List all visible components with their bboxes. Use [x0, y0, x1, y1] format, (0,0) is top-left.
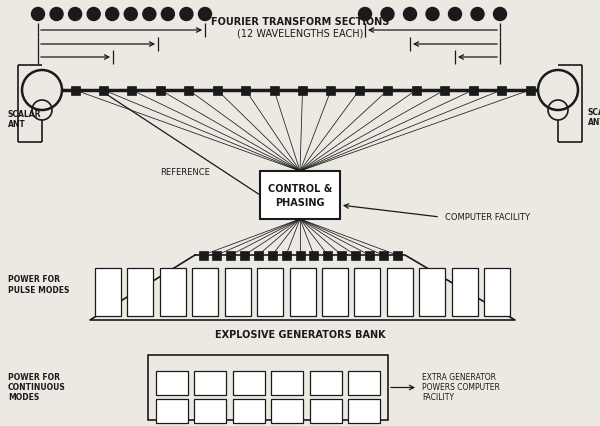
Text: POWER FOR
PULSE MODES: POWER FOR PULSE MODES [8, 275, 70, 295]
Bar [412, 86, 421, 95]
Bar [127, 86, 136, 95]
Bar [348, 371, 380, 395]
Bar [290, 268, 316, 316]
Circle shape [426, 8, 439, 20]
Text: EXTRA GENERATOR
POWERS COMPUTER
FACILITY: EXTRA GENERATOR POWERS COMPUTER FACILITY [422, 373, 500, 403]
Bar [194, 371, 226, 395]
Bar [355, 268, 380, 316]
Bar [226, 250, 235, 259]
Bar [156, 371, 188, 395]
Bar [365, 250, 374, 259]
Text: POWER FOR
CONTINUOUS
MODES: POWER FOR CONTINUOUS MODES [8, 373, 66, 403]
Circle shape [199, 8, 212, 20]
Bar [310, 250, 319, 259]
Bar [271, 371, 303, 395]
Circle shape [493, 8, 506, 20]
Bar [296, 250, 305, 259]
Bar [233, 399, 265, 423]
Circle shape [471, 8, 484, 20]
Bar [281, 250, 290, 259]
Bar [233, 371, 265, 395]
Circle shape [180, 8, 193, 20]
Circle shape [359, 8, 371, 20]
Circle shape [87, 8, 100, 20]
Bar [184, 86, 193, 95]
Bar [383, 86, 392, 95]
Circle shape [161, 8, 175, 20]
Circle shape [32, 8, 44, 20]
Circle shape [449, 8, 461, 20]
Bar [387, 268, 413, 316]
Bar [224, 268, 251, 316]
Circle shape [538, 70, 578, 110]
Bar [212, 86, 221, 95]
Bar [392, 250, 401, 259]
Bar [419, 268, 445, 316]
Bar [337, 250, 346, 259]
Bar [156, 86, 165, 95]
Bar [199, 250, 208, 259]
Bar [322, 268, 348, 316]
Bar [148, 355, 388, 420]
Circle shape [143, 8, 156, 20]
Bar [379, 250, 388, 259]
Bar [271, 399, 303, 423]
Bar [268, 250, 277, 259]
Bar [260, 171, 340, 219]
Bar [156, 399, 188, 423]
Bar [351, 250, 360, 259]
Circle shape [68, 8, 82, 20]
Text: EXPLOSIVE GENERATORS BANK: EXPLOSIVE GENERATORS BANK [215, 330, 385, 340]
Text: (12 WAVELENGTHS EACH): (12 WAVELENGTHS EACH) [237, 29, 363, 39]
Bar [310, 399, 341, 423]
Bar [269, 86, 278, 95]
Bar [99, 86, 108, 95]
Bar [497, 86, 506, 95]
Text: COMPUTER FACILITY: COMPUTER FACILITY [445, 213, 530, 222]
Text: CONTROL &: CONTROL & [268, 184, 332, 194]
Circle shape [22, 70, 62, 110]
Text: PHASING: PHASING [275, 198, 325, 208]
Bar [469, 86, 478, 95]
Bar [212, 250, 221, 259]
Bar [452, 268, 478, 316]
Bar [348, 399, 380, 423]
Text: FOURIER TRANSFORM SECTIONS: FOURIER TRANSFORM SECTIONS [211, 17, 389, 27]
Bar [254, 250, 263, 259]
Bar [257, 268, 283, 316]
Circle shape [124, 8, 137, 20]
Bar [355, 86, 364, 95]
Bar [71, 86, 79, 95]
Circle shape [381, 8, 394, 20]
Polygon shape [90, 255, 515, 320]
Bar [241, 86, 250, 95]
Bar [323, 250, 332, 259]
Bar [484, 268, 510, 316]
Bar [298, 86, 307, 95]
Bar [192, 268, 218, 316]
Circle shape [50, 8, 63, 20]
Circle shape [404, 8, 416, 20]
Text: SCALAR
ANT: SCALAR ANT [8, 110, 41, 130]
Circle shape [106, 8, 119, 20]
Bar [127, 268, 154, 316]
Bar [526, 86, 535, 95]
Bar [194, 399, 226, 423]
Text: SCALAR
ANT: SCALAR ANT [588, 108, 600, 127]
Bar [326, 86, 335, 95]
Text: REFERENCE: REFERENCE [160, 168, 210, 177]
Bar [95, 268, 121, 316]
Bar [310, 371, 341, 395]
Bar [440, 86, 449, 95]
Bar [160, 268, 186, 316]
Bar [240, 250, 249, 259]
